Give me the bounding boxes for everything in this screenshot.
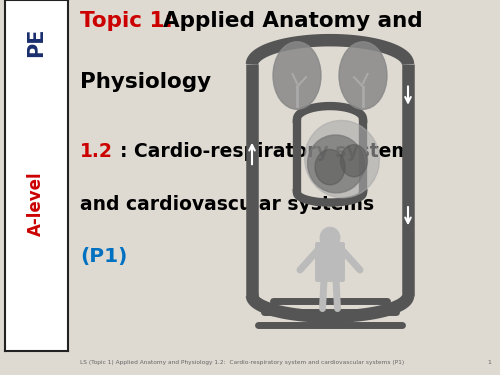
- Text: LS (Topic 1) Applied Anatomy and Physiology 1.2:  Cardio-respiratory system and : LS (Topic 1) Applied Anatomy and Physiol…: [80, 360, 404, 365]
- Ellipse shape: [308, 135, 364, 193]
- Text: Applied Anatomy and: Applied Anatomy and: [163, 10, 422, 30]
- Text: and cardiovascular systems: and cardiovascular systems: [80, 195, 374, 214]
- Ellipse shape: [339, 42, 387, 109]
- Ellipse shape: [315, 150, 345, 185]
- Text: : Cardio-respiratory system: : Cardio-respiratory system: [120, 142, 412, 161]
- FancyBboxPatch shape: [316, 243, 344, 281]
- Circle shape: [320, 227, 340, 248]
- Text: Physiology: Physiology: [80, 72, 211, 92]
- Ellipse shape: [304, 120, 380, 198]
- Text: (P1): (P1): [80, 247, 128, 266]
- Text: 1.2: 1.2: [80, 142, 113, 161]
- Ellipse shape: [273, 42, 321, 109]
- Text: A-level: A-level: [27, 171, 45, 236]
- Text: PE: PE: [26, 27, 46, 57]
- Text: 1: 1: [487, 360, 491, 365]
- Ellipse shape: [340, 145, 367, 177]
- Text: Topic 1:: Topic 1:: [80, 10, 180, 30]
